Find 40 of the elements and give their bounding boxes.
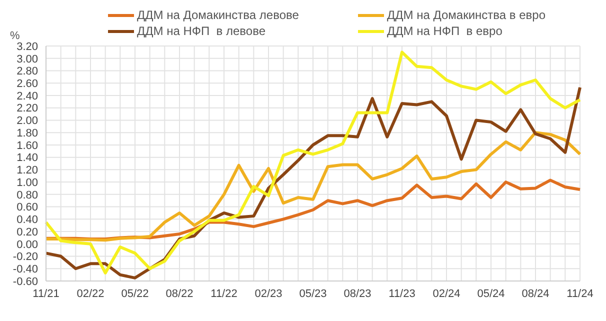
x-tick-label: 02/23 [254,288,282,300]
y-tick-label: 0.20 [16,226,38,238]
x-tick-label: 05/22 [121,288,149,300]
x-tick-label: 11/22 [210,288,238,300]
x-tick-label: 02/22 [76,288,104,300]
y-tick-label: 1.80 [16,127,38,140]
y-tick-label: -0.20 [12,251,38,264]
x-tick-label: 08/23 [344,288,372,300]
y-tick-label: 2.40 [16,90,38,102]
x-tick-label: 02/24 [432,288,460,300]
line-series [44,131,582,242]
y-tick-label: 2.80 [16,66,38,78]
x-tick-label: 11/23 [388,288,416,300]
x-tick-label: 11/21 [32,288,60,300]
y-tick-label: -0.40 [12,264,38,276]
y-tick-label: 3.00 [16,53,38,66]
y-tick-label: 0.60 [16,202,38,214]
legend-label: ДДМ на НФП в евро [387,24,502,38]
line-series [44,50,582,274]
y-tick-label: 2.00 [16,115,38,128]
y-tick-label: 1.00 [16,176,38,189]
y-tick-label: 0.40 [16,214,38,226]
x-tick-label: 05/24 [477,288,505,300]
x-tick-label: 11/24 [566,288,594,300]
legend-label: ДДМ на Домакинства в евро [387,8,546,22]
y-tick-label: 1.40 [16,152,38,164]
x-tick-label: 08/22 [166,288,194,300]
y-tick-label: 3.20 [16,40,38,53]
y-tick-label: -0.60 [12,276,38,288]
y-tick-label: 2.20 [16,102,38,115]
y-tick-label: 1.60 [16,140,38,152]
y-axis-title: % [10,30,20,42]
x-tick-label: 05/23 [299,288,327,300]
legend-label: ДДМ на НФП в левове [137,24,266,38]
y-tick-label: 0.00 [16,238,38,251]
y-tick-label: 0.80 [16,189,38,202]
y-tick-label: 2.60 [16,78,38,90]
y-tick-label: 1.20 [16,164,38,177]
legend-label: ДДМ на Домакинства левове [137,8,299,22]
x-tick-label: 08/24 [522,288,550,300]
